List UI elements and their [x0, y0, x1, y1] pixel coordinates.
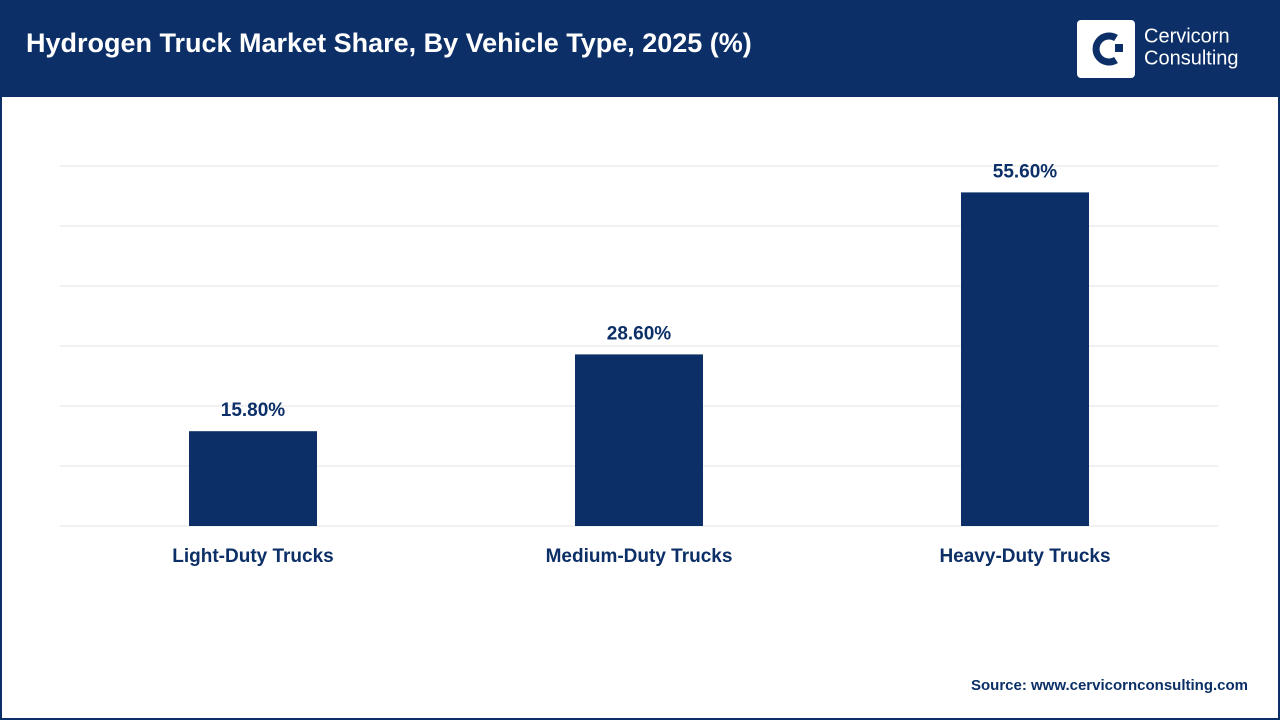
chart-title: Hydrogen Truck Market Share, By Vehicle … [26, 28, 752, 58]
logo-dot [1115, 44, 1123, 52]
source: Source: www.cervicornconsulting.com [971, 677, 1248, 694]
bar [961, 192, 1089, 526]
x-tick-label: Light-Duty Trucks [172, 546, 334, 567]
x-tick-label: Medium-Duty Trucks [546, 546, 733, 567]
logo: Cervicorn Consulting [1077, 20, 1239, 78]
data-label: 15.80% [221, 400, 286, 421]
data-label: 55.60% [993, 161, 1058, 182]
x-tick-label: Heavy-Duty Trucks [939, 546, 1110, 567]
header-band [0, 0, 1280, 97]
logo-box [1077, 20, 1135, 78]
logo-mark [1092, 32, 1118, 66]
data-label: 28.60% [607, 323, 672, 344]
bar [189, 431, 317, 526]
brand-line: Cervicorn [1144, 25, 1230, 47]
brand-line: Consulting [1144, 47, 1239, 69]
bar [575, 354, 703, 526]
